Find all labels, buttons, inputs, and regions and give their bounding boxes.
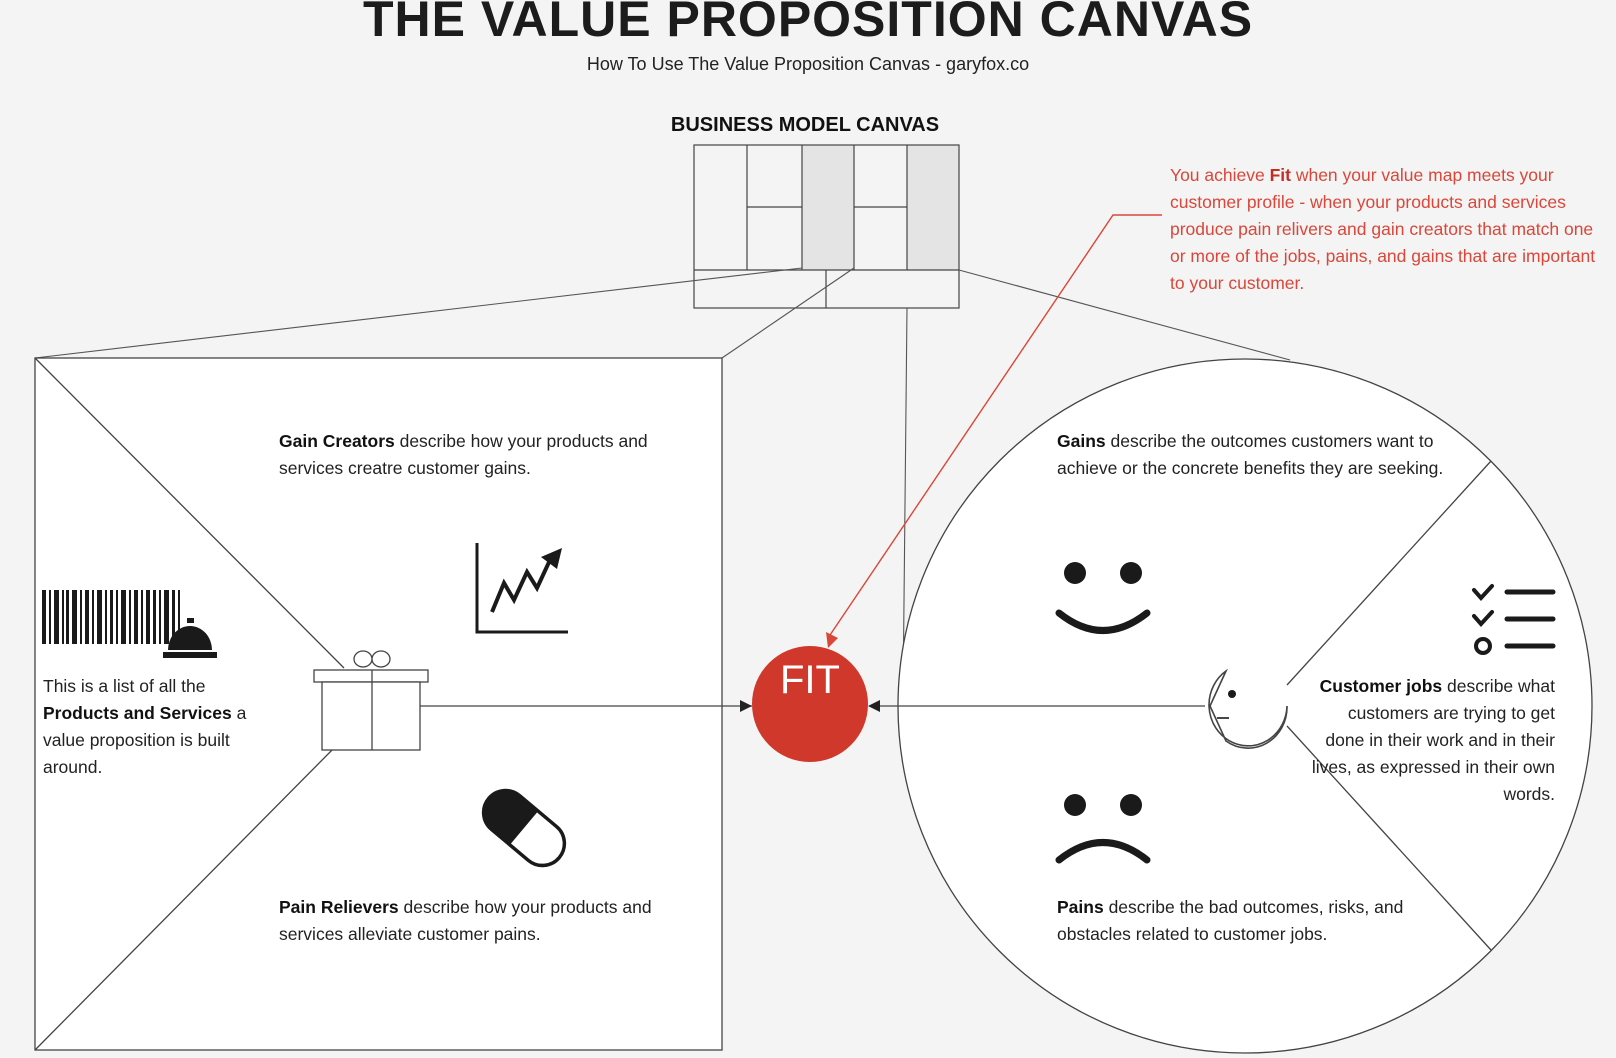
products-services-description: a value proposition is built around. (43, 703, 247, 777)
checklist-icon (1472, 584, 1556, 655)
fit-label: FIT (780, 658, 840, 702)
customer-profile (876, 358, 1593, 1054)
fit-circle (752, 646, 868, 762)
arrow-head-left (740, 700, 752, 712)
gains-term: Gains (1057, 431, 1106, 451)
gains-text: Gains describe the outcomes customers wa… (1057, 428, 1447, 482)
gift-icon (313, 650, 429, 751)
products-services-text: This is a list of all the Products and S… (43, 673, 271, 781)
business-model-canvas-grid (693, 144, 960, 309)
sad-face-icon (1055, 794, 1151, 864)
business-model-canvas-label: BUSINESS MODEL CANVAS (670, 114, 940, 136)
pain-relievers-text: Pain Relievers describe how your product… (279, 894, 699, 948)
customer-jobs-text: Customer jobs describe what customers ar… (1305, 673, 1555, 808)
gain-creators-description: describe how your products and services … (279, 431, 648, 478)
barcode-icon (42, 590, 180, 644)
pains-description: describe the bad outcomes, risks, and ob… (1057, 897, 1404, 944)
fit-explanation: You achieve Fit when your value map meet… (1170, 162, 1610, 297)
growth-chart-icon (475, 543, 568, 634)
customer-head-icon (1208, 668, 1288, 749)
fit-explanation-term: Fit (1269, 165, 1291, 185)
pains-text: Pains describe the bad outcomes, risks, … (1057, 894, 1447, 948)
pain-relievers-description: describe how your products and services … (279, 897, 652, 944)
fit-explanation-prefix: You achieve (1170, 165, 1270, 185)
service-bell-icon (163, 618, 217, 658)
pains-term: Pains (1057, 897, 1104, 917)
pill-icon (481, 788, 567, 868)
gains-description: describe the outcomes customers want to … (1057, 431, 1444, 478)
arrow-head-right (868, 700, 880, 712)
products-services-term: Products and Services (43, 703, 232, 723)
fit-callout-arrow-head (826, 632, 838, 648)
page-title: THE VALUE PROPOSITION CANVAS (362, 0, 1254, 47)
products-services-intro: This is a list of all the (43, 676, 206, 696)
customer-jobs-term: Customer jobs (1319, 676, 1443, 696)
pain-relievers-term: Pain Relievers (279, 897, 399, 917)
fit-explanation-text: when your value map meets your customer … (1170, 165, 1596, 293)
smiley-face-icon (1055, 562, 1151, 634)
fit-callout-line (827, 214, 1162, 639)
projection-lines (34, 267, 1291, 701)
page-subtitle: How To Use The Value Proposition Canvas … (586, 54, 1030, 74)
gain-creators-text: Gain Creators describe how your products… (279, 428, 699, 482)
gain-creators-term: Gain Creators (279, 431, 395, 451)
customer-jobs-description: describe what customers are trying to ge… (1311, 676, 1555, 804)
